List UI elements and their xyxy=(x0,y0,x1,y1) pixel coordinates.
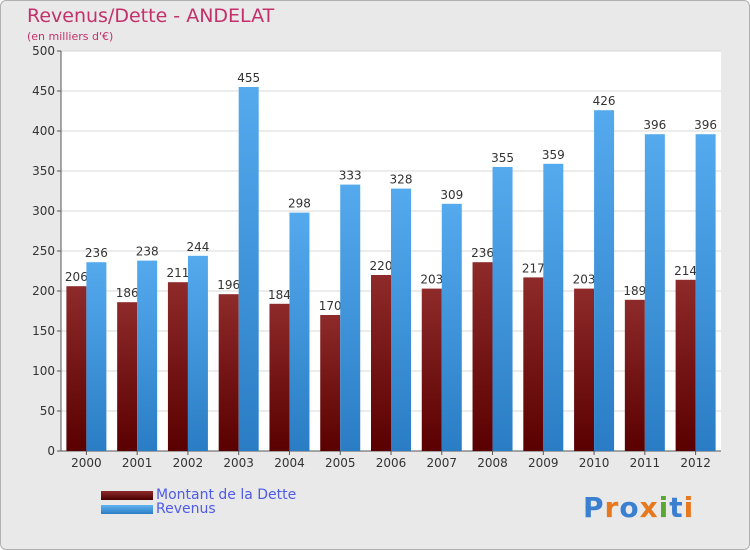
data-label: 309 xyxy=(440,188,463,202)
y-tick-label: 200 xyxy=(32,284,55,298)
data-label: 211 xyxy=(166,266,189,280)
data-label: 186 xyxy=(116,286,139,300)
bar-dette xyxy=(421,288,442,451)
data-label: 214 xyxy=(674,264,697,278)
data-label: 238 xyxy=(136,245,159,259)
x-tick-label: 2002 xyxy=(173,456,204,470)
data-label: 217 xyxy=(522,261,545,275)
bar-revenus xyxy=(695,134,716,451)
logo-letter: P xyxy=(583,491,605,524)
bar-dette xyxy=(675,279,696,451)
legend-item-debt: Montant de la Dette xyxy=(101,487,296,503)
bar-dette xyxy=(523,277,544,451)
y-tick-label: 100 xyxy=(32,364,55,378)
x-tick-label: 2003 xyxy=(223,456,254,470)
chart-title: Revenus/Dette - ANDELAT xyxy=(27,5,275,27)
y-tick-label: 250 xyxy=(32,244,55,258)
y-tick-label: 350 xyxy=(32,164,55,178)
x-tick-label: 2000 xyxy=(71,456,102,470)
x-tick-label: 2012 xyxy=(680,456,711,470)
plot-area: 0 50 100 150 200 250 300 350 400 450 500 206 236 2000… xyxy=(32,44,721,470)
x-tick-label: 2011 xyxy=(630,456,661,470)
x-tick-label: 2010 xyxy=(579,456,610,470)
data-label: 455 xyxy=(237,71,260,85)
bar-dette xyxy=(371,275,391,451)
logo-letter: i xyxy=(683,491,695,524)
bar-dette xyxy=(574,288,595,451)
x-tick-label: 2001 xyxy=(122,456,153,470)
bar-dette xyxy=(117,302,138,451)
data-label: 184 xyxy=(268,288,291,302)
bar-revenus xyxy=(644,134,665,451)
bar-revenus xyxy=(543,163,564,452)
proxiti-logo: Proxiti xyxy=(583,491,694,524)
y-tick-label: 0 xyxy=(47,444,55,458)
chart-subtitle: (en milliers d'€) xyxy=(27,30,114,43)
data-label: 355 xyxy=(491,151,514,165)
data-label: 328 xyxy=(390,173,413,187)
y-tick-label: 500 xyxy=(32,44,55,58)
y-tick-label: 400 xyxy=(32,124,55,138)
legend-label-debt: Montant de la Dette xyxy=(156,487,297,503)
y-tick-label: 50 xyxy=(40,404,55,418)
legend-swatch-debt xyxy=(101,490,153,500)
logo-letter: r xyxy=(604,491,620,524)
x-tick-label: 2005 xyxy=(325,456,356,470)
bar-revenus xyxy=(187,255,208,451)
data-label: 203 xyxy=(420,273,443,287)
bar-revenus xyxy=(289,212,310,451)
legend-label-revenus: Revenus xyxy=(156,501,216,517)
data-label: 396 xyxy=(694,118,717,132)
bar-revenus xyxy=(238,87,259,451)
bar-dette xyxy=(624,299,645,451)
data-label: 244 xyxy=(186,240,209,254)
bar-revenus xyxy=(340,184,361,451)
logo-letter: o xyxy=(619,491,640,524)
data-label: 236 xyxy=(471,246,494,260)
bar-revenus xyxy=(137,260,158,451)
logo-letter: t xyxy=(669,491,684,524)
legend-item-revenus: Revenus xyxy=(101,501,216,517)
data-label: 426 xyxy=(593,94,616,108)
data-label: 236 xyxy=(85,246,108,260)
x-tick-label: 2007 xyxy=(426,456,457,470)
data-label: 359 xyxy=(542,148,565,162)
bar-revenus xyxy=(594,110,615,451)
data-label: 396 xyxy=(643,118,666,132)
y-tick-label: 450 xyxy=(32,84,55,98)
bar-revenus xyxy=(492,167,513,451)
data-label: 206 xyxy=(65,270,88,284)
logo-letter: i xyxy=(658,491,670,524)
bar-dette xyxy=(269,303,290,451)
y-tick-label: 150 xyxy=(32,324,55,338)
bar-dette xyxy=(167,282,188,451)
data-label: 170 xyxy=(319,299,342,313)
data-label: 203 xyxy=(573,273,596,287)
bar-revenus xyxy=(391,188,411,451)
bar-dette xyxy=(66,286,87,451)
bar-dette xyxy=(472,262,493,451)
x-tick-label: 2004 xyxy=(274,456,305,470)
legend-swatch-revenus xyxy=(101,504,153,514)
x-tick-label: 2008 xyxy=(477,456,508,470)
x-tick-label: 2006 xyxy=(376,456,407,470)
data-label: 333 xyxy=(339,169,362,183)
data-label: 196 xyxy=(217,278,240,292)
bar-dette xyxy=(320,315,341,451)
bar-revenus xyxy=(441,203,462,451)
data-label: 189 xyxy=(623,284,646,298)
data-label: 298 xyxy=(288,197,311,211)
bar-dette xyxy=(218,294,239,451)
y-tick-label: 300 xyxy=(32,204,55,218)
bar-revenus xyxy=(86,262,107,451)
logo-letter: x xyxy=(639,491,659,524)
x-tick-label: 2009 xyxy=(528,456,559,470)
data-label: 220 xyxy=(370,259,393,273)
